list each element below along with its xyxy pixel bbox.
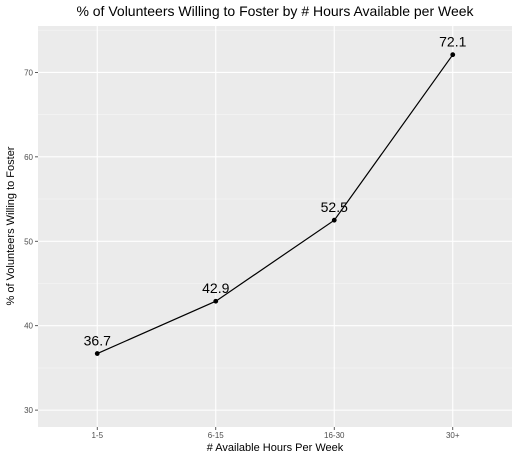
x-axis-title: # Available Hours Per Week (207, 442, 344, 454)
data-label: 52.5 (321, 199, 348, 215)
data-point (450, 52, 456, 58)
series-line-group (97, 54, 454, 355)
major-gridlines (38, 26, 512, 427)
x-tick-label: 16-30 (324, 431, 345, 440)
data-label: 42.9 (202, 280, 229, 296)
data-labels-group: 36.7 42.9 52.5 72.1 (84, 34, 467, 349)
x-tick-label: 6-15 (208, 431, 225, 440)
chart-title: % of Volunteers Willing to Foster by # H… (76, 3, 474, 19)
minor-gridlines (38, 29, 512, 369)
y-axis-title: % of Volunteers Willing to Foster (5, 146, 17, 305)
x-tick-label: 1-5 (91, 431, 103, 440)
data-point (94, 351, 100, 356)
y-tick-label: 40 (24, 322, 33, 331)
data-point (331, 217, 337, 223)
y-tick-label: 60 (24, 153, 33, 162)
series-line (97, 54, 454, 355)
y-tick-label: 50 (24, 237, 33, 246)
plot-panel (38, 26, 512, 427)
y-tick-label: 70 (24, 68, 33, 77)
data-point (213, 298, 219, 304)
y-tick-label: 30 (24, 406, 33, 415)
data-label: 72.1 (439, 34, 466, 50)
x-tick-label: 30+ (446, 431, 460, 440)
data-label: 36.7 (84, 333, 111, 349)
x-axis: 1-5 6-15 16-30 30+ (91, 427, 460, 440)
points-group (94, 52, 456, 356)
y-axis: 30 40 50 60 70 (24, 68, 38, 415)
